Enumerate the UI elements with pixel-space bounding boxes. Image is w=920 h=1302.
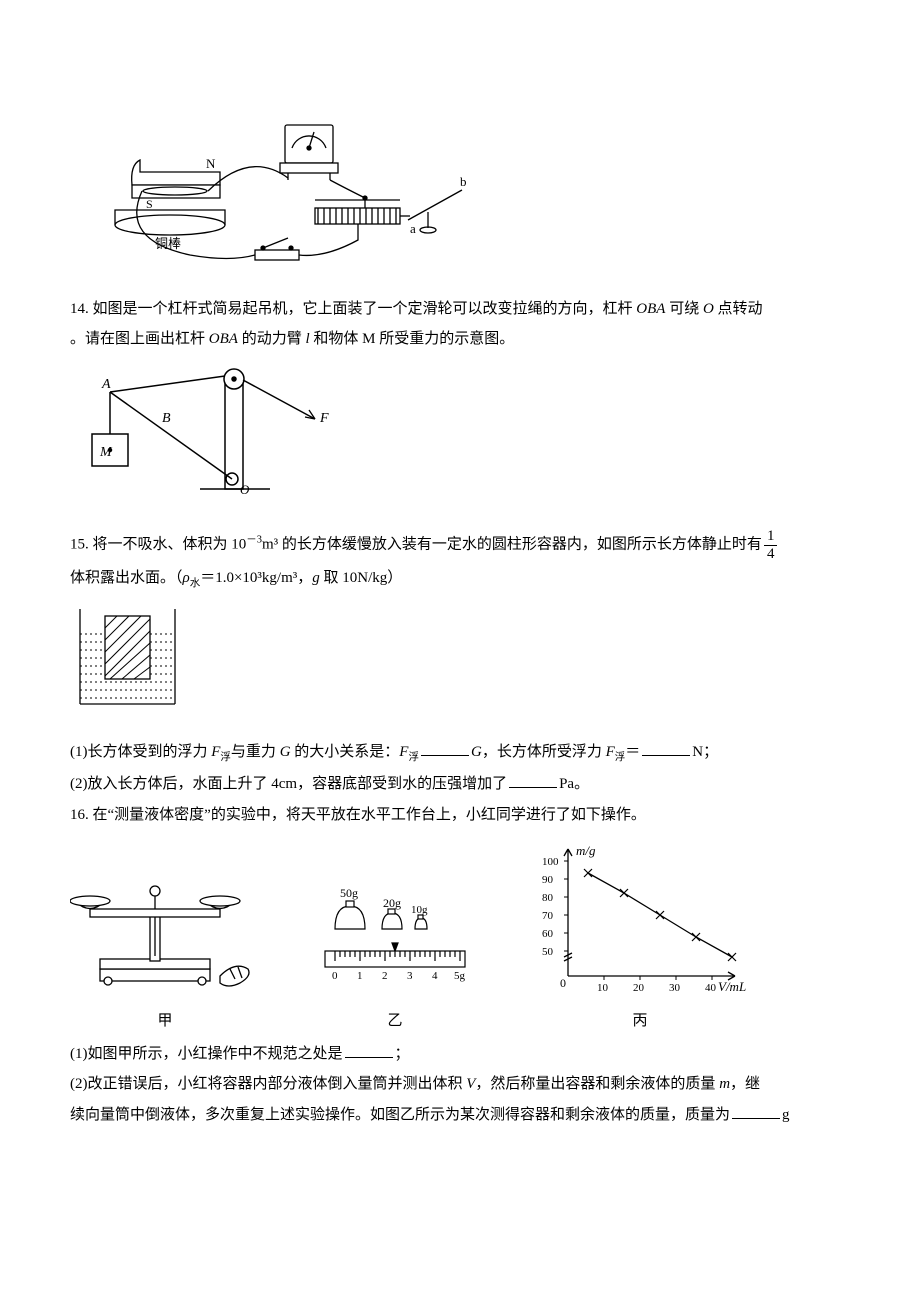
label-M: M [99, 445, 113, 460]
label-b: b [460, 174, 467, 189]
q16-figrow: 甲 50g 20g 10g [70, 841, 850, 1036]
svg-text:3: 3 [407, 970, 413, 982]
label-O: O [240, 482, 250, 497]
q15-number: 15. [70, 536, 89, 552]
q16-text: 16. 在“测量液体密度”的实验中，将天平放在水平工作台上，小红同学进行了如下操… [70, 801, 850, 830]
svg-text:V/mL: V/mL [718, 979, 746, 994]
svg-text:20: 20 [633, 982, 645, 994]
svg-text:50: 50 [542, 946, 554, 958]
svg-text:10: 10 [597, 982, 609, 994]
q16-number: 16. [70, 807, 89, 823]
q15-part1: (1)长方体受到的浮力 F浮与重力 G 的大小关系是：F浮G，长方体所受浮力 F… [70, 738, 850, 768]
q16-fig-jia [70, 861, 260, 1001]
svg-text:30: 30 [669, 982, 681, 994]
svg-text:10g: 10g [411, 904, 428, 916]
q14-diagram: A B O M F [70, 364, 850, 515]
svg-text:20g: 20g [383, 896, 401, 910]
q16-part2a: (2)改正错误后，小红将容器内部分液体倒入量筒并测出体积 V，然后称量出容器和剩… [70, 1070, 850, 1099]
svg-text:1: 1 [357, 970, 363, 982]
q15-diagram [70, 604, 850, 725]
svg-text:m/g: m/g [576, 843, 596, 858]
caption-jia: 甲 [157, 1007, 172, 1036]
q16-blank1[interactable] [345, 1043, 393, 1058]
label-S: S [146, 197, 153, 211]
svg-text:0: 0 [332, 970, 338, 982]
q15-part2: (2)放入长方体后，水面上升了 4cm，容器底部受到水的压强增加了Pa。 [70, 770, 850, 799]
svg-text:80: 80 [542, 892, 554, 904]
q13-diagram: N S 铜棒 a b [70, 90, 850, 281]
svg-text:4: 4 [432, 970, 438, 982]
svg-text:5g: 5g [454, 970, 466, 982]
q16-fig-bing: 50 60 70 80 90 100 0 10 20 30 40 m/g V/mL [530, 841, 750, 1001]
svg-text:90: 90 [542, 874, 554, 886]
q16-fig-yi: 50g 20g 10g 0 1 2 3 4 5g [310, 861, 480, 1001]
q15-text-line2: 体积露出水面。（ρ水＝1.0×10³kg/m³，g 取 10N/kg） [70, 564, 850, 594]
svg-text:60: 60 [542, 928, 554, 940]
q16-part1: (1)如图甲所示，小红操作中不规范之处是； [70, 1040, 850, 1069]
q16-part2b: 续向量筒中倒液体，多次重复上述实验操作。如图乙所示为某次测得容器和剩余液体的质量… [70, 1101, 850, 1130]
q15-blank3[interactable] [509, 774, 557, 789]
q15-blank2[interactable] [642, 742, 690, 757]
caption-yi: 乙 [387, 1007, 402, 1036]
label-A: A [101, 377, 111, 392]
svg-text:50g: 50g [340, 886, 358, 900]
svg-text:2: 2 [382, 970, 388, 982]
svg-text:40: 40 [705, 982, 717, 994]
label-N: N [206, 156, 216, 171]
q14-number: 14. [70, 301, 89, 317]
q15-text-line1: 15. 将一不吸水、体积为 10－3m³ 的长方体缓慢放入装有一定水的圆柱形容器… [70, 528, 850, 562]
q15-blank1[interactable] [421, 742, 469, 757]
q14-text-line2: 。请在图上画出杠杆 OBA 的动力臂 l 和物体 M 所受重力的示意图。 [70, 325, 850, 354]
svg-text:0: 0 [560, 976, 566, 990]
svg-text:70: 70 [542, 910, 554, 922]
label-F: F [319, 411, 329, 426]
q16-blank2[interactable] [732, 1104, 780, 1119]
label-a: a [410, 221, 416, 236]
caption-bing: 丙 [632, 1007, 647, 1036]
svg-text:100: 100 [542, 856, 559, 868]
label-B: B [162, 411, 171, 426]
q14-text-line1: 14. 如图是一个杠杆式简易起吊机，它上面装了一个定滑轮可以改变拉绳的方向，杠杆… [70, 295, 850, 324]
